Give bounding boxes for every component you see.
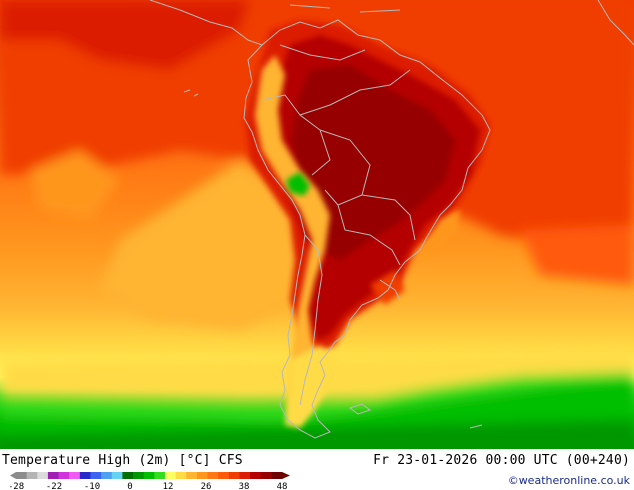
color-scale-swatch xyxy=(186,472,198,479)
color-scale-max-arrow xyxy=(282,472,290,479)
continent-field xyxy=(245,20,490,428)
valid-time: Fr 23-01-2026 00:00 UTC (00+240) xyxy=(373,453,630,468)
color-scale-tick-label: -28 xyxy=(10,482,24,490)
andes-cool-strip xyxy=(255,55,330,420)
color-scale-min-arrow xyxy=(10,472,16,479)
galapagos-islands xyxy=(183,89,199,97)
brazil-coast-warm xyxy=(420,210,460,255)
south-america-coastline xyxy=(243,19,491,439)
color-scale-swatch xyxy=(175,472,187,479)
color-scale-swatch xyxy=(239,472,251,479)
color-scale-swatch xyxy=(218,472,230,479)
color-scale-labels: -28 -22 -10 0 12 26 38 48 xyxy=(10,482,287,490)
color-scale-swatch xyxy=(16,472,28,479)
color-scale-tick-label: 26 xyxy=(201,482,212,490)
color-scale-swatch xyxy=(228,472,240,479)
southern-brazil-warm xyxy=(370,270,405,305)
color-scale-swatch xyxy=(122,472,134,479)
falkland-islands xyxy=(348,403,372,415)
temperature-map xyxy=(0,0,634,449)
color-scale-tick-label: 38 xyxy=(239,482,250,490)
color-scale-tick-label: 12 xyxy=(163,482,174,490)
color-scale-swatch xyxy=(79,472,91,479)
color-scale-swatch xyxy=(154,472,166,479)
color-scale: -28 -22 -10 0 12 26 38 48 xyxy=(10,472,290,490)
color-scale-swatch xyxy=(69,472,81,479)
color-scale-swatch xyxy=(90,472,102,479)
color-scale-swatch xyxy=(101,472,113,479)
country-border-chile-argentina xyxy=(299,234,323,406)
color-scale-tick-label: 48 xyxy=(277,482,288,490)
central-america-coastline xyxy=(149,0,263,46)
color-scale-tick-label: -10 xyxy=(84,482,100,490)
coastlines-and-borders xyxy=(149,0,634,439)
color-scale-tick-label: 0 xyxy=(127,482,132,490)
color-scale-swatch xyxy=(143,472,155,479)
map-title: Temperature High (2m) [°C] CFS xyxy=(2,453,243,468)
patagonia-field xyxy=(285,345,340,428)
color-scale-swatch xyxy=(260,472,272,479)
color-scale-tick-label: -22 xyxy=(46,482,62,490)
caribbean-islands xyxy=(289,4,401,13)
color-scale-swatch xyxy=(47,472,60,479)
land-extreme-core xyxy=(292,65,455,260)
color-scale-swatches xyxy=(10,472,290,479)
color-scale-swatch xyxy=(271,472,283,479)
country-border-brazil-bolivia xyxy=(299,69,411,116)
color-scale-swatch xyxy=(207,472,219,479)
color-scale-swatch xyxy=(196,472,209,479)
color-scale-swatch xyxy=(37,472,49,479)
color-scale-swatch xyxy=(58,472,70,479)
color-scale-swatch xyxy=(26,472,38,479)
country-border-argentina xyxy=(337,204,401,266)
color-scale-swatch xyxy=(111,472,123,479)
color-scale-swatch xyxy=(164,472,177,479)
andes-cold-peak xyxy=(286,172,310,196)
africa-coastline xyxy=(597,0,634,46)
color-scale-swatch xyxy=(133,472,145,479)
color-scale-swatch xyxy=(250,472,262,479)
map-footer: Temperature High (2m) [°C] CFS Fr 23-01-… xyxy=(0,449,634,490)
country-border-peru xyxy=(261,94,331,176)
south-georgia-island xyxy=(469,424,483,429)
country-border-paraguay xyxy=(361,194,416,241)
site-credit[interactable]: ©weatheronline.co.uk xyxy=(507,474,630,487)
country-border-venezuela xyxy=(279,44,366,61)
country-border-uruguay xyxy=(379,279,401,301)
country-border-bolivia xyxy=(319,129,371,206)
